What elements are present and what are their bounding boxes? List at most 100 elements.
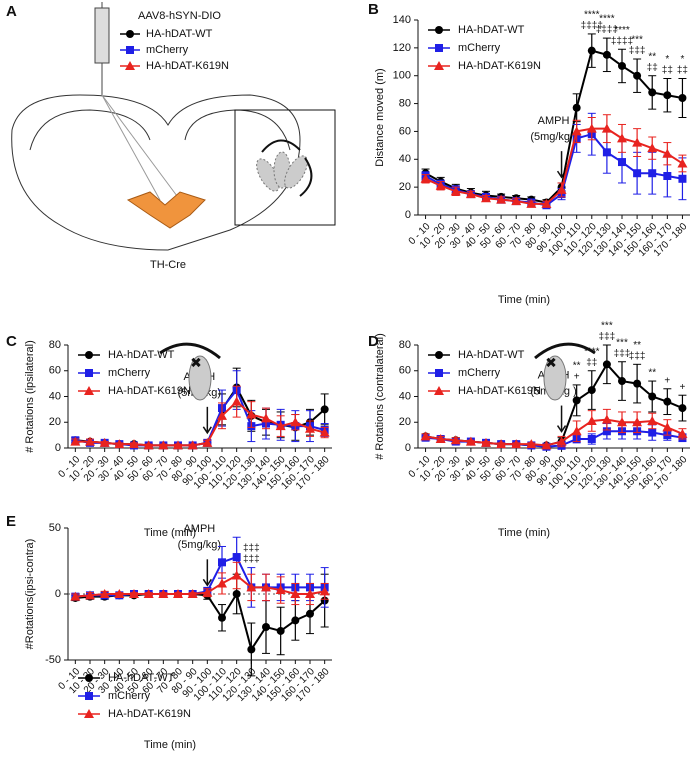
y-tick-label: 20	[399, 416, 411, 428]
significance-mark: ‡‡‡	[599, 332, 616, 343]
marker	[173, 589, 183, 598]
y-tick-label: 80	[399, 339, 411, 351]
significance-mark: *	[680, 54, 684, 65]
marker	[143, 440, 154, 450]
marker	[158, 589, 169, 598]
significance-mark: **	[573, 361, 581, 372]
marker	[231, 570, 242, 580]
marker	[126, 30, 134, 38]
marker	[556, 184, 567, 194]
panel-label: D	[368, 333, 379, 350]
marker	[85, 692, 93, 700]
marker	[70, 436, 81, 446]
marker	[218, 613, 226, 622]
marker	[450, 435, 461, 445]
panel-label: B	[368, 1, 379, 18]
rotation-arrow	[159, 342, 221, 360]
mouse-marker: ✖	[190, 355, 202, 371]
marker	[99, 589, 110, 598]
panel-label: C	[6, 333, 17, 350]
marker	[526, 198, 537, 208]
marker	[541, 198, 552, 208]
marker	[511, 439, 522, 449]
legend-label: mCherry	[458, 42, 501, 54]
marker	[496, 194, 507, 204]
marker	[232, 590, 241, 598]
legend-label: HA-hDAT-WT	[458, 349, 525, 361]
marker	[678, 94, 687, 102]
marker	[618, 158, 626, 167]
rotation-arrow	[534, 342, 596, 360]
amph-label: (5mg/kg)	[178, 539, 221, 551]
arena-box	[234, 109, 336, 226]
marker	[84, 709, 94, 718]
marker	[450, 186, 461, 196]
marker	[291, 616, 300, 625]
legend-label: HA-hDAT-WT	[108, 672, 175, 684]
amph-arrowhead	[202, 426, 212, 435]
marker	[677, 158, 688, 168]
rotation-arrow	[261, 139, 301, 153]
marker	[305, 589, 315, 598]
legend-label: HA-hDAT-WT	[146, 28, 213, 40]
y-axis-label: # Rotations (contralateral)	[374, 333, 386, 460]
marker	[276, 626, 285, 635]
panel-label: E	[6, 513, 16, 530]
marker	[602, 360, 611, 369]
marker	[602, 50, 611, 59]
significance-mark: ‡‡‡	[243, 543, 260, 554]
marker	[202, 587, 213, 597]
marker	[632, 417, 643, 427]
marker	[648, 88, 657, 97]
y-tick-label: 40	[49, 390, 61, 402]
y-tick-label: 0	[405, 442, 411, 454]
marker	[202, 437, 213, 447]
marker	[678, 174, 687, 183]
marker	[435, 351, 443, 359]
marker	[587, 434, 596, 443]
legend-label: mCherry	[108, 690, 151, 702]
significance-mark: +	[664, 375, 670, 386]
y-tick-label: 0	[55, 442, 61, 454]
y-tick-label: 120	[393, 42, 411, 54]
marker	[602, 148, 611, 157]
cortex-line	[184, 109, 291, 151]
marker	[158, 440, 169, 450]
marker	[247, 645, 256, 654]
marker	[465, 189, 476, 199]
marker	[305, 423, 315, 433]
y-tick-label: 60	[399, 365, 411, 377]
marker	[481, 193, 491, 203]
y-tick-label: 0	[55, 588, 61, 600]
brain-outline	[11, 94, 301, 251]
rotation-arrow	[299, 157, 313, 197]
significance-mark: ****	[614, 25, 630, 36]
significance-mark: ***	[601, 321, 613, 332]
legend-label: HA-hDAT-K619N	[458, 60, 541, 72]
marker	[85, 674, 93, 682]
marker	[187, 440, 198, 450]
significance-mark: ***	[616, 337, 628, 348]
significance-mark: ‡‡‡	[614, 348, 631, 359]
syringe-barrel	[94, 7, 110, 64]
cortex-line	[29, 109, 151, 151]
significance-mark: ****	[584, 10, 600, 21]
marker	[290, 417, 301, 427]
marker	[648, 169, 657, 178]
marker	[587, 46, 596, 55]
marker	[633, 379, 642, 388]
mouse-shape	[284, 155, 308, 189]
marker	[261, 413, 271, 423]
y-tick-label: 0	[405, 209, 411, 221]
marker	[261, 582, 271, 592]
y-axis-label: # Rotations (ipsilateral)	[24, 340, 36, 453]
significance-mark: ****	[584, 346, 600, 357]
marker	[246, 409, 257, 419]
significance-mark: **	[648, 51, 656, 62]
marker	[571, 426, 582, 436]
x-axis-label: Time (min)	[498, 294, 550, 306]
amph-arrowhead	[202, 578, 212, 587]
syringe	[94, 2, 110, 95]
marker	[571, 126, 582, 136]
